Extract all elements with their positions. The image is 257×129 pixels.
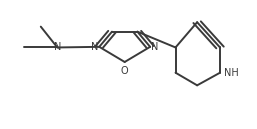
Text: N: N [91, 42, 98, 52]
Text: NH: NH [224, 68, 238, 78]
Text: O: O [121, 66, 128, 76]
Text: N: N [151, 42, 159, 52]
Text: N: N [54, 42, 61, 53]
